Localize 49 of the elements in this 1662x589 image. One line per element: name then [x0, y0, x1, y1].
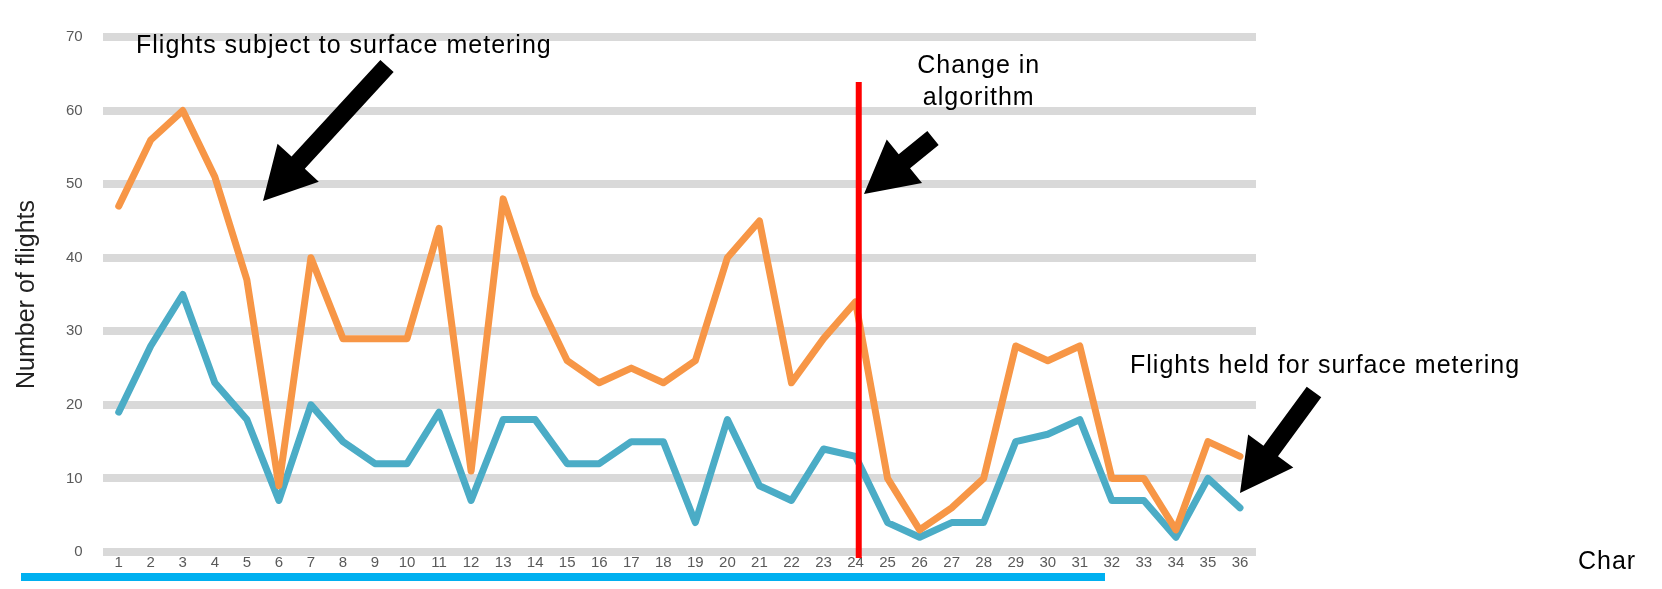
ref-line-label: Change in algorithm	[916, 49, 1042, 112]
x-tick-label: 28	[975, 553, 993, 571]
x-tick-label: 17	[622, 553, 640, 571]
x-tick-label: 25	[879, 553, 896, 571]
x-tick-label: 27	[943, 553, 960, 571]
annotation: Flights subject to surface metering	[136, 29, 552, 60]
x-tick-label: 14	[526, 553, 544, 571]
x-tick-label: 12	[462, 553, 480, 571]
y-tick-label: 50	[66, 174, 83, 192]
x-tick-label: 29	[1007, 553, 1025, 571]
x-tick-label: 16	[590, 553, 608, 571]
x-tick-label: 5	[242, 553, 252, 571]
x-tick-label: 20	[719, 553, 736, 571]
annotation: Flights held for surface metering	[1130, 349, 1521, 380]
text: Char	[1578, 545, 1637, 576]
x-tick-label: 2	[146, 553, 155, 571]
y-tick-label: 10	[66, 468, 83, 486]
x-tick-label: 19	[687, 553, 704, 571]
x-tick-label: 34	[1167, 553, 1185, 571]
y-tick-label: 40	[66, 247, 83, 265]
x-tick-label: 31	[1071, 553, 1089, 571]
x-tick-label: 32	[1103, 553, 1121, 571]
x-tick-label: 15	[558, 553, 576, 571]
y-tick-label: 0	[74, 542, 83, 560]
x-tick-label: 10	[398, 553, 416, 571]
y-tick-label: 20	[66, 395, 83, 412]
x-tick-label: 36	[1231, 553, 1249, 571]
x-tick-label: 26	[911, 553, 928, 571]
x-tick-label: 7	[306, 553, 316, 571]
x-tick-label: 35	[1199, 553, 1217, 571]
x-tick-label: 6	[274, 553, 284, 571]
x-tick-label: 23	[815, 553, 832, 571]
x-tick-label: 18	[654, 553, 672, 571]
y-tick-label: 70	[66, 27, 83, 45]
y-axis-title: Number of flights	[10, 200, 39, 389]
x-tick-label: 11	[431, 553, 447, 571]
x-tick-label: 13	[494, 553, 512, 571]
x-tick-label: 21	[751, 553, 768, 571]
x-tick-label: 4	[210, 553, 219, 571]
x-tick-label: 1	[114, 553, 123, 571]
x-tick-label: 9	[370, 553, 380, 571]
x-tick-label: 30	[1039, 553, 1057, 571]
x-tick-label: 3	[178, 553, 187, 571]
y-tick-label: 30	[66, 321, 83, 339]
x-tick-label: 24	[847, 553, 864, 571]
x-tick-label: 22	[783, 553, 800, 571]
x-tick-label: 8	[338, 553, 348, 571]
y-tick-label: 60	[66, 100, 83, 118]
x-tick-label: 33	[1135, 553, 1153, 571]
